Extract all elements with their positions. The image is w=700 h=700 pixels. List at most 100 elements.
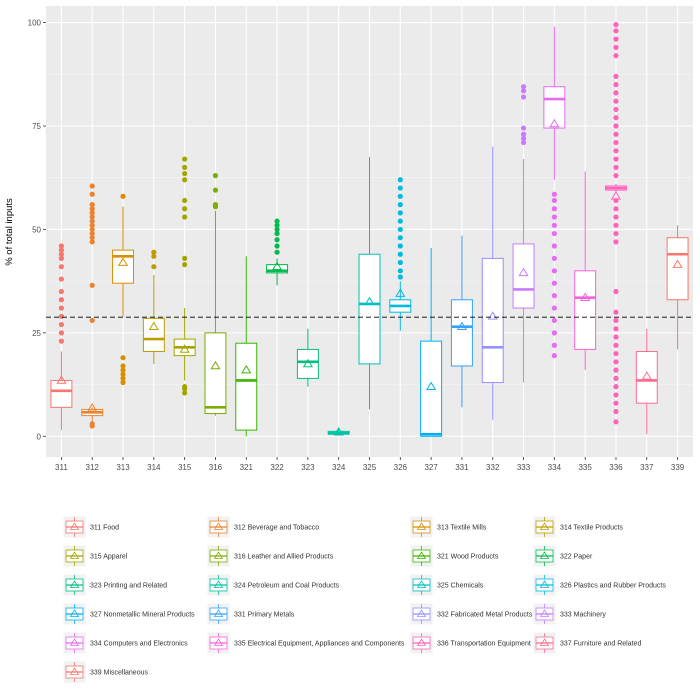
x-tick-label: 312 (86, 463, 100, 472)
outlier-point (120, 379, 126, 386)
outlier-point (551, 191, 557, 197)
outlier-point (182, 390, 188, 396)
outlier-point (89, 421, 95, 427)
outlier-point (182, 177, 188, 183)
legend-item-325: 325 Chemicals (409, 573, 484, 597)
outlier-point (520, 135, 527, 142)
outlier-point (89, 191, 95, 197)
x-tick-label: 333 (517, 463, 531, 472)
mean-marker (210, 360, 221, 370)
box-321 (235, 256, 258, 437)
outlier-point (613, 334, 619, 340)
outlier-point (182, 170, 188, 177)
outlier-point (89, 235, 95, 241)
outlier-point (551, 305, 557, 311)
outlier-point (182, 214, 188, 220)
outlier-point (551, 330, 557, 336)
box-313 (112, 193, 134, 386)
outlier-point (151, 249, 157, 255)
outlier-point (182, 156, 188, 162)
mean-marker (179, 344, 190, 353)
outlier-point (58, 243, 65, 249)
box-iqr (266, 264, 289, 274)
outlier-point (520, 84, 527, 90)
legend-key-triangle (539, 551, 550, 559)
outlier-point (613, 28, 619, 34)
box-322 (266, 218, 289, 286)
outlier-point (58, 330, 65, 336)
x-tick-label: 334 (548, 463, 562, 472)
box-iqr (296, 348, 319, 379)
outlier-point (613, 44, 619, 50)
outlier-point (613, 367, 619, 373)
legend-item-334: 334 Computers and Electronics (62, 631, 188, 655)
legend-item-311: 311 Food (62, 515, 119, 539)
x-tick-label: 331 (455, 463, 469, 472)
box-335 (574, 171, 597, 371)
outlier-point (613, 392, 619, 398)
x-tick-label: 324 (332, 463, 346, 472)
box-327 (420, 248, 443, 437)
y-tick-label: 50 (32, 225, 41, 234)
box-iqr (574, 270, 597, 350)
outlier-point (520, 88, 527, 94)
legend-key-triangle (213, 551, 224, 559)
legend-label: 314 Textile Products (560, 525, 623, 532)
outlier-point (274, 226, 280, 233)
legend-label: 322 Paper (560, 554, 593, 561)
box-334 (543, 26, 566, 359)
outlier-point (551, 268, 557, 274)
outlier-point (613, 115, 619, 121)
outlier-point (397, 274, 403, 280)
box-316 (204, 173, 227, 416)
outlier-point (613, 82, 619, 88)
legend-key-triangle (539, 609, 550, 617)
outlier-point (520, 94, 527, 100)
x-tick-label: 332 (486, 463, 500, 472)
plot-area (46, 22, 693, 437)
outlier-point (397, 193, 403, 199)
outlier-point (397, 243, 403, 249)
outlier-point (120, 371, 126, 377)
outlier-point (212, 173, 219, 179)
legend-label: 323 Printing and Related (90, 583, 167, 590)
outlier-point (613, 384, 619, 390)
legend-key-triangle (416, 580, 427, 588)
outlier-point (212, 187, 219, 193)
outlier-point (551, 197, 557, 204)
box-iqr (450, 299, 473, 367)
outlier-point (613, 53, 619, 59)
legend-item-326: 326 Plastics and Rubber Products (532, 573, 666, 597)
box-326 (389, 177, 412, 331)
outlier-point (613, 98, 619, 104)
box-iqr (204, 332, 227, 415)
box-331 (450, 235, 473, 408)
y-axis: 0 25 50 75 100 (28, 19, 46, 441)
legend-item-321: 321 Wood Products (409, 544, 499, 568)
y-tick-label: 75 (32, 122, 41, 131)
outlier-point (274, 243, 280, 249)
x-tick-label: 326 (394, 463, 408, 472)
outlier-point (397, 202, 403, 208)
outlier-point (551, 230, 557, 237)
outlier-point (397, 226, 403, 233)
legend-key-triangle (539, 638, 550, 646)
outlier-point (613, 36, 619, 42)
x-tick-label: 314 (147, 463, 161, 472)
outlier-point (274, 230, 280, 237)
outlier-point (89, 206, 95, 212)
outlier-point (613, 73, 619, 79)
legend-item-336: 336 Transportation Equipment (409, 631, 531, 655)
outlier-point (58, 297, 65, 303)
x-tick-label: 311 (55, 463, 68, 472)
legend-item-327: 327 Nonmetallic Mineral Products (62, 602, 195, 626)
outlier-point (120, 367, 126, 373)
x-tick-label: 327 (424, 463, 438, 472)
outlier-point (182, 262, 188, 268)
mean-marker (426, 381, 437, 390)
legend-item-323: 323 Printing and Related (62, 573, 167, 597)
box-iqr (543, 86, 566, 129)
legend-key-triangle (213, 609, 224, 617)
outlier-point (120, 375, 126, 381)
outlier-point (613, 419, 619, 425)
